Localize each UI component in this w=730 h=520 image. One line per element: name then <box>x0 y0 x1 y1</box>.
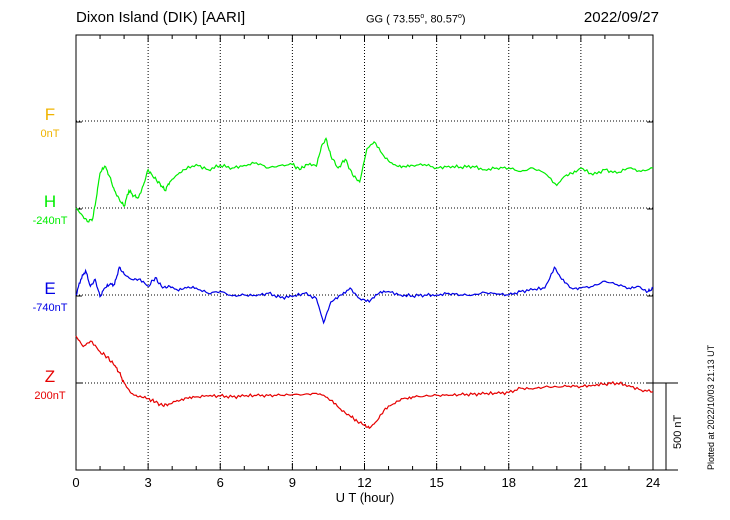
x-axis-label: U T (hour) <box>336 490 395 505</box>
plotted-timestamp: Plotted at 2022/10/03 21:13 UT <box>706 344 716 470</box>
gridlines <box>76 35 653 470</box>
component-baseline-z: 200nT <box>34 390 66 402</box>
x-tick-label: 24 <box>646 475 660 490</box>
component-baseline-e: -740nT <box>32 302 68 314</box>
component-name-e: E <box>44 279 56 298</box>
x-tick-label: 6 <box>217 475 224 490</box>
x-tick-label: 12 <box>357 475 371 490</box>
date-label: 2022/09/27 <box>583 9 659 26</box>
coordinates: GG ( 73.55o, 80.57o) <box>366 13 466 26</box>
component-name-f: F <box>44 105 56 124</box>
x-tick-label: 0 <box>72 475 79 490</box>
x-axis-ticks: 0 3 6 9 12 15 18 21 24 <box>72 35 660 490</box>
station-title: Dixon Island (DIK) [AARI] <box>76 9 246 26</box>
x-tick-label: 3 <box>145 475 152 490</box>
x-tick-label: 15 <box>429 475 443 490</box>
component-baseline-h: -240nT <box>32 215 68 227</box>
coord-mid: , 80.57 <box>424 13 458 26</box>
series-line-e <box>75 266 654 325</box>
component-name-h: H <box>43 192 57 211</box>
series-lines <box>75 137 654 430</box>
x-tick-label: 18 <box>502 475 516 490</box>
series-line-z <box>75 335 654 430</box>
x-tick-label: 9 <box>289 475 296 490</box>
coord-prefix: GG ( 73.55 <box>366 13 421 26</box>
x-tick-label: 21 <box>574 475 588 490</box>
scale-bar <box>653 382 678 471</box>
component-baseline-f: 0nT <box>40 128 60 140</box>
scale-bar-label: 500 nT <box>672 414 684 449</box>
series-line-h <box>75 137 654 223</box>
coord-suffix: ) <box>461 13 466 26</box>
component-name-z: Z <box>44 367 56 386</box>
